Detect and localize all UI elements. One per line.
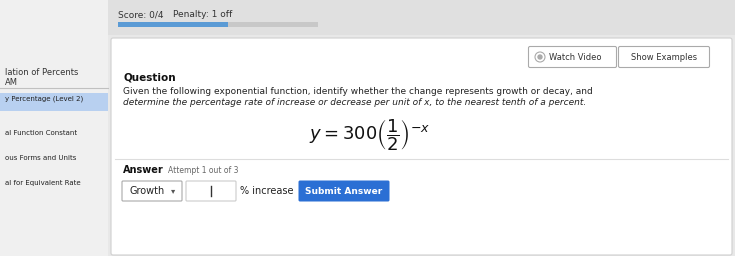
FancyBboxPatch shape (528, 47, 617, 68)
Text: Given the following exponential function, identify whether the change represents: Given the following exponential function… (123, 87, 592, 96)
Text: Attempt 1 out of 3: Attempt 1 out of 3 (168, 166, 238, 175)
Bar (118, 22, 318, 27)
Text: Submit Answer: Submit Answer (305, 187, 383, 196)
Bar (118, 22, 228, 27)
Text: Show Examples: Show Examples (631, 52, 697, 61)
Text: ▾: ▾ (171, 187, 175, 196)
Text: Score: 0/4: Score: 0/4 (118, 10, 163, 19)
Text: Answer: Answer (123, 165, 164, 175)
Bar (108, 0, 735, 35)
Text: Growth: Growth (129, 186, 165, 196)
Text: lation of Percents: lation of Percents (5, 68, 79, 77)
Text: Watch Video: Watch Video (549, 52, 601, 61)
FancyBboxPatch shape (298, 180, 390, 201)
FancyBboxPatch shape (186, 181, 236, 201)
Circle shape (538, 55, 542, 59)
FancyBboxPatch shape (111, 38, 732, 255)
Text: Question: Question (123, 73, 176, 83)
Text: ous Forms and Units: ous Forms and Units (5, 155, 76, 161)
Text: al Function Constant: al Function Constant (5, 130, 77, 136)
Text: al for Equivalent Rate: al for Equivalent Rate (5, 180, 81, 186)
Text: y Percentage (Level 2): y Percentage (Level 2) (5, 95, 83, 101)
Text: Penalty: 1 off: Penalty: 1 off (173, 10, 232, 19)
Bar (0, 93, 108, 111)
Bar (0, 0, 108, 256)
Text: $y = 300\left(\dfrac{1}{2}\right)^{-x}$: $y = 300\left(\dfrac{1}{2}\right)^{-x}$ (309, 117, 431, 153)
FancyBboxPatch shape (618, 47, 709, 68)
Text: determine the percentage rate of increase or decrease per unit of x, to the near: determine the percentage rate of increas… (123, 98, 587, 107)
FancyBboxPatch shape (122, 181, 182, 201)
Text: AM: AM (5, 78, 18, 87)
Text: % increase: % increase (240, 186, 293, 196)
